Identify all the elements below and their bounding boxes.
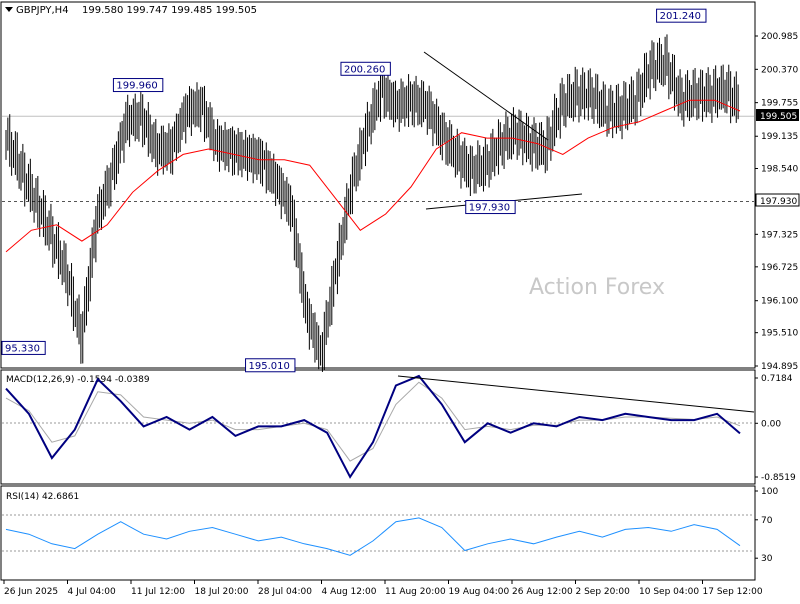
- macd-panel: [0, 369, 756, 485]
- price-annotation-box: [1, 340, 46, 355]
- price-annotation-label: 95.330: [5, 343, 40, 354]
- price-annotation-label: 197.930: [469, 203, 510, 214]
- ohlc-readout: 199.580 199.747 199.485 199.505: [82, 5, 257, 16]
- macd-trendline: [397, 375, 755, 413]
- price-panel: [0, 1, 756, 369]
- price-annotation-label: 200.260: [344, 64, 385, 75]
- price-ytick-label: 200.370: [761, 65, 798, 75]
- macd-title: MACD(12,26,9) -0.1594 -0.0389: [6, 375, 150, 385]
- price-annotation-label: 195.010: [249, 361, 290, 372]
- price-annotation-box: [245, 358, 296, 373]
- price-ytick-label: 198.540: [761, 164, 798, 174]
- x-tick-label: 17 Sep 12:00: [703, 587, 763, 597]
- price-ytick-label: 194.895: [761, 362, 798, 372]
- price-annotation-box: [340, 61, 391, 76]
- rsi-ytick-label: 30: [761, 554, 773, 564]
- rsi-title: RSI(14) 42.6861: [6, 492, 79, 502]
- macd-ytick-label: -0.8519: [761, 473, 796, 483]
- macd-ytick-label: 0.7184: [761, 374, 793, 384]
- x-tick-label: 19 Aug 04:00: [449, 587, 510, 597]
- moving-average-line: [5, 99, 741, 253]
- x-tick-label: 10 Sep 04:00: [639, 587, 699, 597]
- x-tick-label: 11 Jul 12:00: [131, 587, 185, 597]
- price-annotation-box: [656, 8, 707, 23]
- price-annotation-box: [112, 78, 164, 93]
- x-tick-label: 26 Jun 2025: [4, 587, 58, 597]
- x-tick-label: 18 Jul 20:00: [195, 587, 249, 597]
- x-tick-label: 4 Jul 04:00: [68, 587, 117, 597]
- macd-ytick-label: 0.00: [761, 419, 781, 429]
- price-ytick-label: 196.725: [761, 263, 798, 273]
- rsi-panel: [0, 485, 756, 581]
- x-tick-label: 4 Aug 12:00: [322, 587, 377, 597]
- price-annotation-box: [465, 200, 516, 215]
- rsi-ytick-label: 100: [761, 487, 778, 497]
- descending-trendline: [423, 51, 549, 141]
- x-tick-label: 11 Aug 20:00: [385, 587, 446, 597]
- macd-signal-line: [5, 381, 741, 462]
- dropdown-triangle-icon[interactable]: [5, 7, 13, 12]
- price-annotation-label: 199.960: [116, 81, 157, 92]
- price-ytick-label: 197.325: [761, 230, 798, 240]
- price-ytick-label: 196.100: [761, 297, 798, 307]
- x-tick-label: 28 Jul 04:00: [258, 587, 312, 597]
- price-ytick-label: 199.135: [761, 132, 798, 142]
- rsi-ytick-label: 70: [761, 516, 773, 526]
- price-ytick-label: 195.510: [761, 329, 798, 339]
- x-tick-label: 26 Aug 12:00: [512, 587, 573, 597]
- watermark: Action Forex: [529, 275, 665, 300]
- current-price-label: 199.505: [760, 112, 797, 122]
- rsi-line: [5, 517, 741, 556]
- x-tick-label: 2 Sep 20:00: [576, 587, 631, 597]
- price-annotation-label: 201.240: [660, 11, 701, 22]
- symbol-label: GBPJPY,H4: [16, 5, 69, 16]
- support-level-box: [755, 193, 800, 207]
- price-ytick-label: 200.985: [761, 32, 798, 42]
- price-ytick-label: 199.755: [761, 99, 798, 109]
- macd-main-line: [5, 374, 741, 479]
- current-price-box: [756, 109, 799, 121]
- support-level-label: 197.930: [760, 197, 797, 207]
